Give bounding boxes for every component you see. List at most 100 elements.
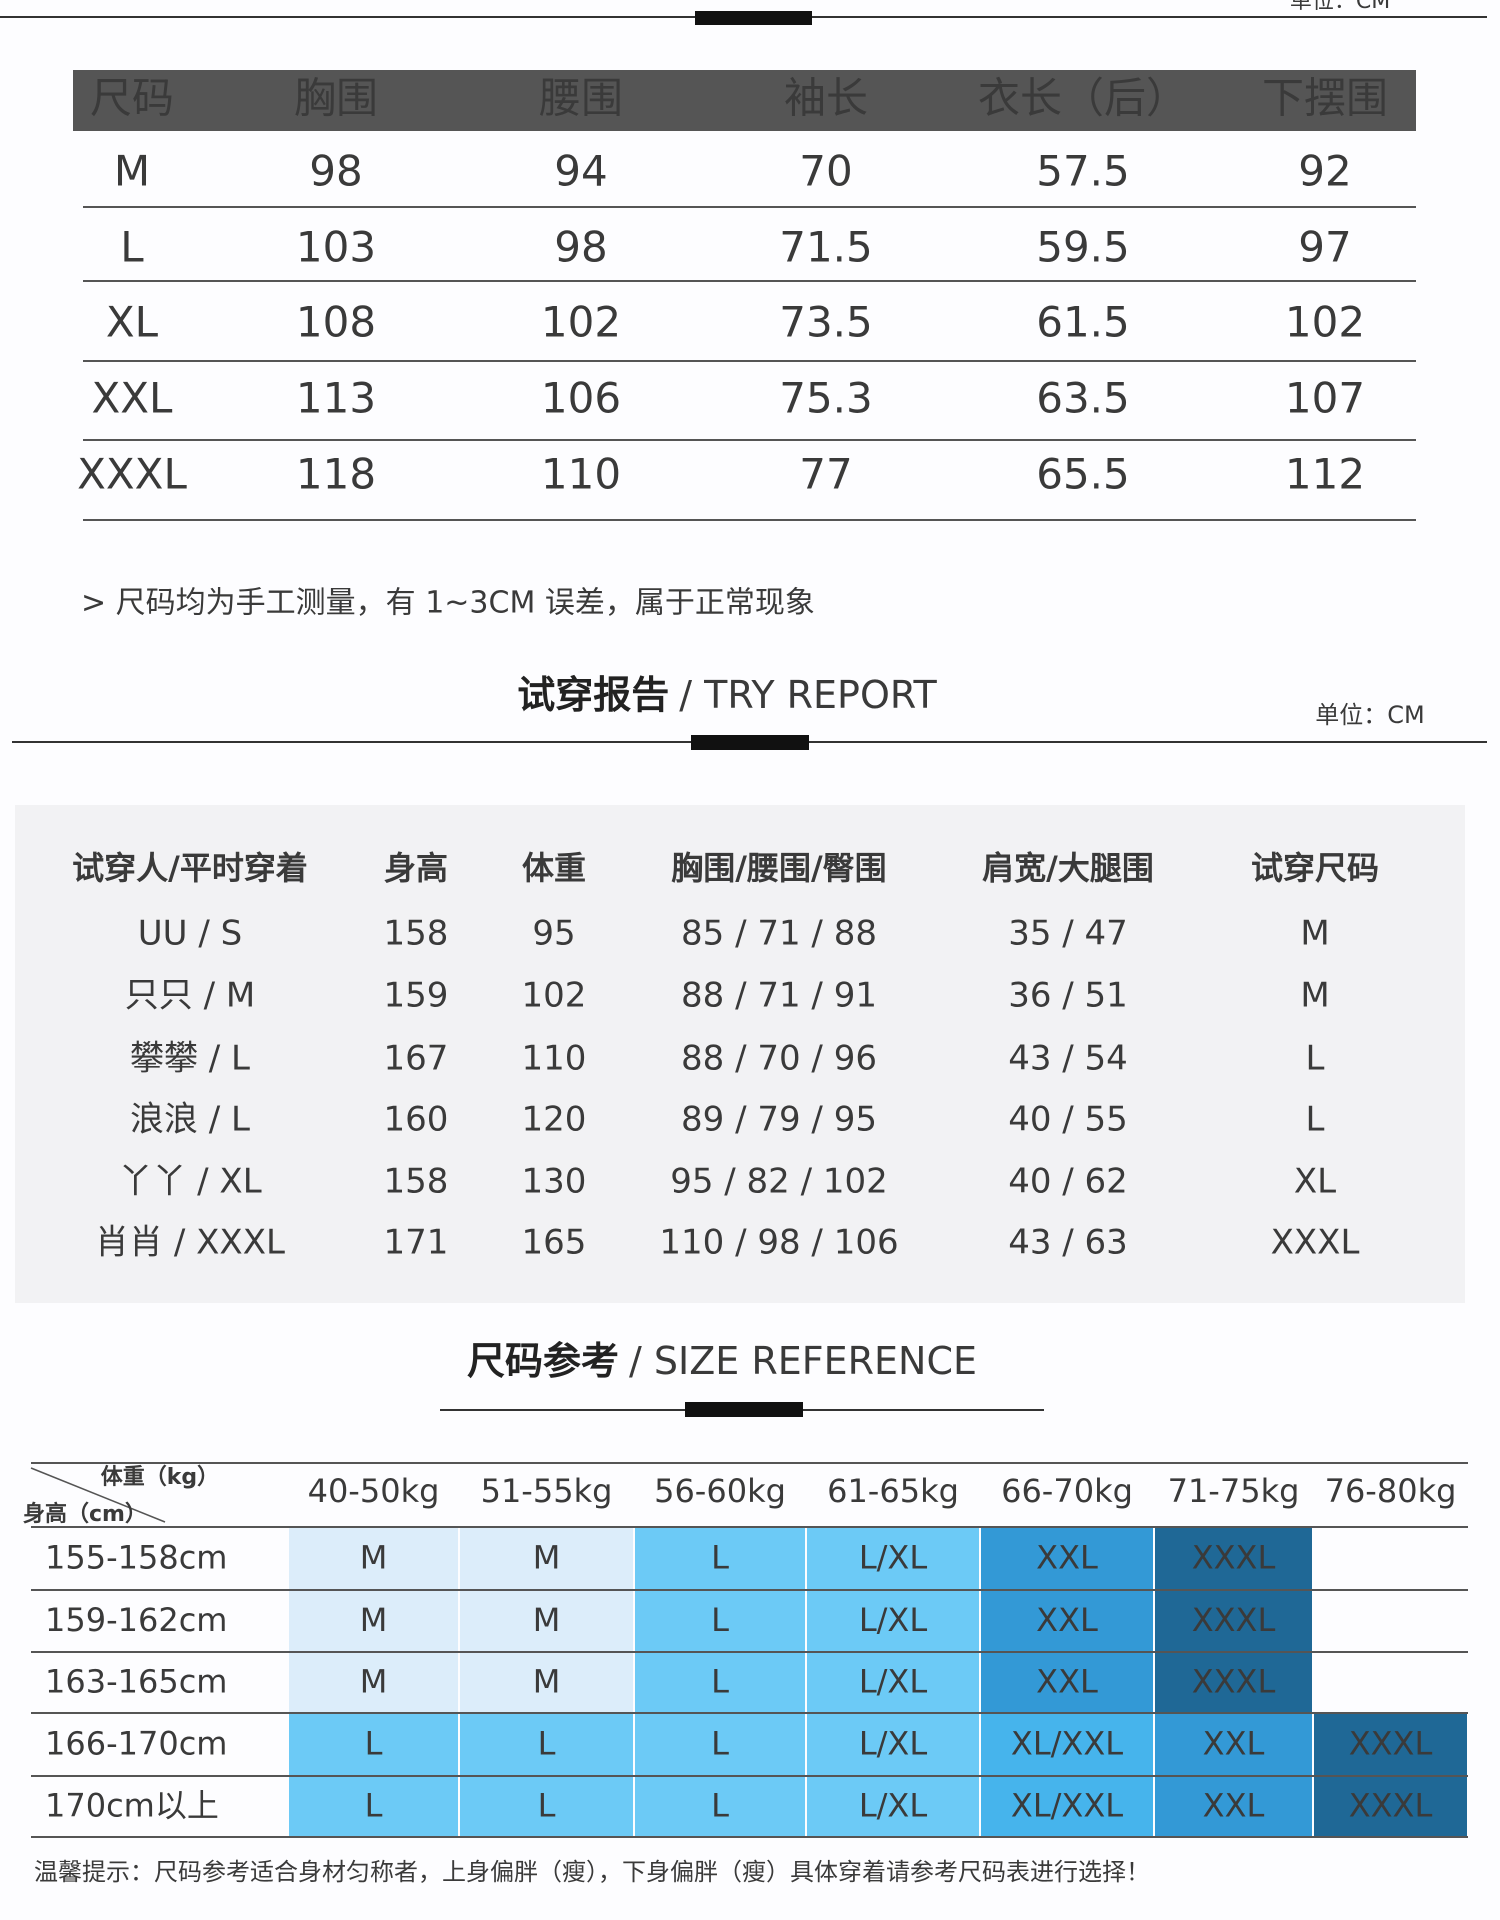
size-cell: XXL [1036,1601,1098,1639]
cell: L [1306,1100,1325,1140]
cell: 71.5 [779,223,873,272]
size-cell-bg [981,1777,1153,1836]
cell: XL [106,298,159,347]
cell: 丫丫 / XL [118,1162,261,1202]
cell: 40 / 62 [1008,1162,1128,1202]
cell: 102 [1285,298,1365,347]
cell: UU / S [138,914,242,954]
size-cell-bg [807,1714,979,1775]
size-cell: XXL [1203,1725,1265,1763]
size-cell: M [360,1663,388,1701]
size-cell: L [711,1663,729,1701]
try-report-panel [15,805,1465,1303]
header-cell: 身高 [384,849,448,887]
cell: 59.5 [1036,223,1130,272]
cell: 73.5 [779,298,873,347]
unit: 单位：CM [1290,0,1390,14]
cell: 95 / 82 / 102 [670,1162,888,1202]
size-cell-bg [1155,1528,1312,1589]
size-cell: XXL [1203,1787,1265,1825]
cell: 97 [1298,223,1351,272]
cell: XXL [92,374,174,423]
size-cell: L [711,1725,729,1763]
cell: 102 [541,298,621,347]
header-cell: 胸围 [294,74,378,123]
size-cell: XXXL [1192,1539,1276,1577]
header-cell: 腰围 [539,74,623,123]
size-cell-bg [1155,1591,1312,1651]
size-cell-bg [289,1777,458,1836]
size-cell-bg [807,1653,979,1712]
size-cell: L [538,1725,556,1763]
cell: 只只 / M [125,976,255,1016]
cell: 95 [532,914,575,954]
size-cell: L/XL [859,1663,928,1701]
cell: 112 [1285,450,1365,499]
size-cell: M [533,1539,561,1577]
cell: 85 / 71 / 88 [681,914,877,954]
cell: 88 / 71 / 91 [681,976,877,1016]
cell: M [114,147,150,196]
size-cell-bg [981,1528,1153,1589]
size-cell: L [711,1601,729,1639]
cell: 65.5 [1036,450,1130,499]
row-label: 163-165cm [45,1663,227,1701]
size-cell-bg [1314,1714,1467,1775]
cell: XL [1294,1162,1336,1202]
size-cell: XXXL [1349,1787,1433,1825]
cell: 浪浪 / L [130,1100,250,1140]
cell: 113 [296,374,376,423]
size-cell: XXL [1036,1663,1098,1701]
size-cell: L [538,1787,556,1825]
column-header: 40-50kg [308,1472,440,1510]
cell: 120 [522,1100,587,1140]
section-title: 尺码参考 / SIZE REFERENCE [467,1339,977,1383]
row-label: 159-162cm [45,1601,227,1639]
title-sub: / SIZE REFERENCE [629,1339,977,1383]
size-cell-bg [460,1528,633,1589]
cell: 102 [522,976,587,1016]
rule [30,1467,166,1523]
divider-bar [695,11,812,25]
column-header: 61-65kg [827,1472,959,1510]
divider-bar [691,735,809,750]
content: 单位：CM 尺码 胸围 腰围 袖长 衣长（后） 下摆围 M 98 94 70 57.5 92 L 103 98… [23,0,1468,1886]
size-cell-bg [981,1653,1153,1712]
column-header: 56-60kg [654,1472,786,1510]
header-cell: 下摆围 [1262,74,1388,123]
cell: L [1306,1039,1325,1079]
size-cell: XXL [1036,1539,1098,1577]
cell: 43 / 54 [1008,1039,1128,1079]
column-header: 66-70kg [1001,1472,1133,1510]
title-main: 尺码参考 [467,1339,619,1383]
size-cell-bg [460,1777,633,1836]
size-cell: XXXL [1192,1663,1276,1701]
size-cell-bg [981,1714,1153,1775]
row-label: 155-158cm [45,1539,227,1577]
cell: 159 [384,976,449,1016]
size-cell-bg [1155,1714,1312,1775]
header-cell: 试穿尺码 [1251,849,1379,887]
cell: 106 [541,374,621,423]
size-cell: XXXL [1349,1725,1433,1763]
cell: 98 [309,147,362,196]
size-cell-bg [635,1528,805,1589]
row-label: 166-170cm [45,1725,227,1763]
cell: 158 [384,1162,449,1202]
cell: 肖肖 / XXXL [95,1223,285,1263]
size-cell-bg [289,1714,458,1775]
cell: 攀攀 / L [130,1039,250,1079]
column-header: 71-75kg [1168,1472,1300,1510]
note: > 尺码均为手工测量，有 1~3CM 误差，属于正常现象 [81,586,815,621]
cell: 103 [296,223,376,272]
cell: 98 [554,223,607,272]
size-cell: M [533,1601,561,1639]
size-cell: L/XL [859,1601,928,1639]
cell: 108 [296,298,376,347]
cell: 110 [522,1039,587,1079]
cell: 36 / 51 [1008,976,1128,1016]
header-cell: 肩宽/大腿围 [982,849,1154,887]
size-cell-bg [1314,1777,1467,1836]
size-cell-bg [635,1714,805,1775]
